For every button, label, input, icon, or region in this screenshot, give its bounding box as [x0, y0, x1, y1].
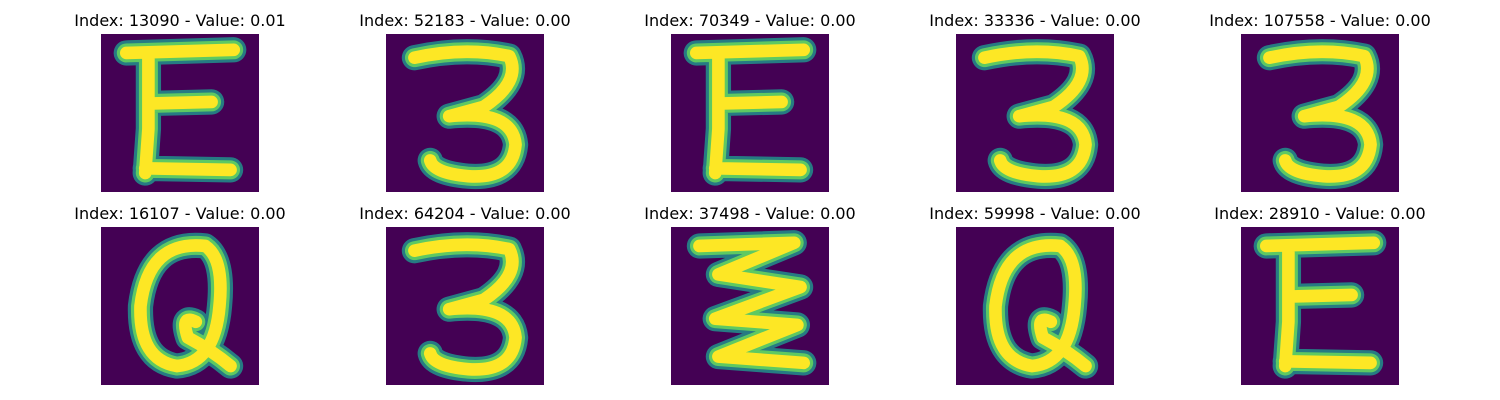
E-letter-icon	[683, 37, 817, 186]
image-title: Index: 13090 - Value: 0.01	[74, 11, 286, 30]
E-letter-icon	[113, 37, 247, 186]
three-digit-icon	[1256, 39, 1384, 190]
a-letter-icon	[127, 232, 244, 379]
E-letter-icon	[1253, 230, 1387, 379]
digit-image	[1241, 34, 1399, 192]
three-digit-icon	[401, 39, 529, 190]
three-digit-icon	[971, 39, 1099, 190]
image-title: Index: 64204 - Value: 0.00	[359, 204, 571, 223]
image-title: Index: 52183 - Value: 0.00	[359, 11, 571, 30]
image-title: Index: 37498 - Value: 0.00	[644, 204, 856, 223]
image-title: Index: 33336 - Value: 0.00	[929, 11, 1141, 30]
image-title: Index: 16107 - Value: 0.00	[74, 204, 286, 223]
digit-image	[956, 34, 1114, 192]
digit-image	[101, 227, 259, 385]
image-title: Index: 59998 - Value: 0.00	[929, 204, 1141, 223]
zigzag-three-icon	[686, 230, 817, 376]
digit-image	[101, 34, 259, 192]
digit-image	[1241, 227, 1399, 385]
three-digit-icon	[401, 232, 529, 383]
digit-image	[386, 34, 544, 192]
image-title: Index: 28910 - Value: 0.00	[1214, 204, 1426, 223]
a-letter-icon	[982, 232, 1099, 379]
digit-image	[671, 34, 829, 192]
digit-image	[956, 227, 1114, 385]
image-title: Index: 70349 - Value: 0.00	[644, 11, 856, 30]
digit-image	[671, 227, 829, 385]
digit-image	[386, 227, 544, 385]
image-title: Index: 107558 - Value: 0.00	[1209, 11, 1431, 30]
